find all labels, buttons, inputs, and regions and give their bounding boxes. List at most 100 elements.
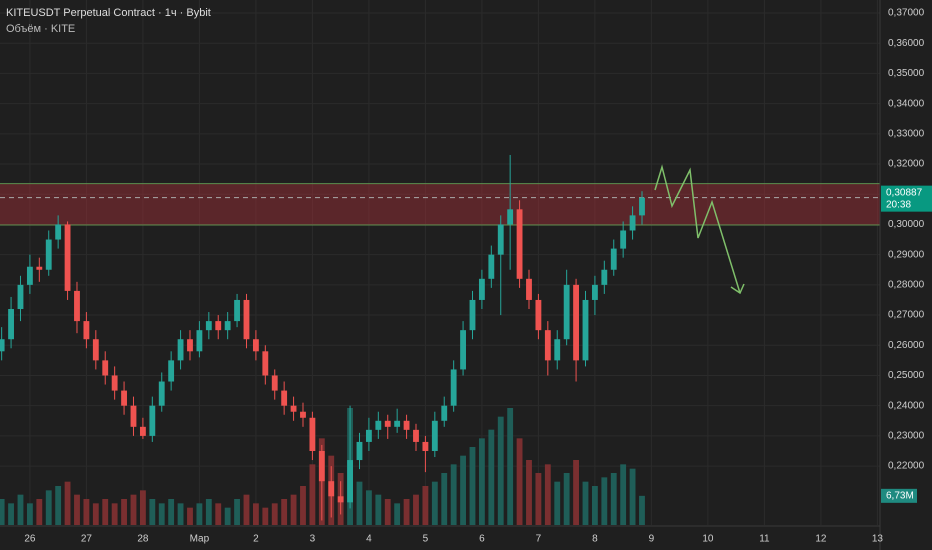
volume-bar bbox=[121, 499, 127, 525]
volume-bar bbox=[365, 490, 372, 525]
candle-body bbox=[64, 224, 71, 291]
volume-bar bbox=[45, 490, 52, 525]
volume-bar bbox=[460, 455, 466, 525]
x-tick-label: 4 bbox=[366, 534, 372, 545]
volume-bar bbox=[526, 460, 532, 525]
candle-layer bbox=[0, 154, 645, 521]
volume-bar bbox=[271, 503, 278, 525]
volume-bar bbox=[83, 499, 90, 525]
volume-bar bbox=[516, 438, 523, 525]
candle-body bbox=[337, 496, 344, 503]
volume-bar bbox=[469, 447, 476, 525]
x-tick-label: 9 bbox=[649, 534, 655, 545]
candle-body bbox=[497, 224, 504, 255]
candle-body bbox=[45, 239, 52, 270]
candle-body bbox=[516, 209, 523, 279]
candle-body bbox=[92, 339, 99, 361]
candle-body bbox=[318, 450, 325, 482]
volume-bar bbox=[262, 507, 269, 525]
candle-body bbox=[601, 269, 608, 285]
volume-bar bbox=[196, 503, 203, 525]
y-tick-label: 0,29000 bbox=[888, 249, 925, 260]
y-tick-label: 0,23000 bbox=[888, 431, 925, 442]
x-tick-label: 2 bbox=[253, 534, 259, 545]
volume-bar bbox=[243, 494, 250, 525]
candle-body bbox=[591, 284, 598, 300]
volume-bar bbox=[290, 494, 297, 525]
volume-bar bbox=[582, 481, 589, 525]
candle-body bbox=[0, 339, 5, 352]
candle-body bbox=[224, 321, 231, 331]
volume-bar bbox=[403, 499, 410, 525]
candle-body bbox=[177, 339, 184, 361]
candle-body bbox=[450, 369, 457, 406]
candle-body bbox=[365, 429, 372, 442]
candle-body bbox=[36, 266, 43, 270]
volume-bar bbox=[130, 494, 137, 525]
candle-body bbox=[309, 417, 316, 451]
volume-bar bbox=[300, 486, 306, 525]
y-tick-label: 0,28000 bbox=[888, 279, 925, 290]
candle-body bbox=[441, 405, 448, 421]
volume-bar bbox=[384, 499, 391, 525]
candle-body bbox=[111, 375, 118, 391]
candle-body bbox=[149, 405, 156, 436]
x-tick-label: 28 bbox=[137, 534, 149, 545]
candle-body bbox=[252, 339, 259, 352]
y-tick-label: 0,35000 bbox=[888, 68, 925, 79]
candle-body bbox=[196, 330, 203, 352]
x-tick-label: 6 bbox=[479, 534, 485, 545]
x-tick-label: 5 bbox=[423, 534, 429, 545]
candle-body bbox=[610, 248, 617, 270]
y-tick-label: 0,25000 bbox=[888, 370, 925, 381]
y-tick-label: 0,26000 bbox=[888, 340, 925, 351]
forecast-arrow bbox=[654, 164, 741, 294]
candle-body bbox=[55, 224, 62, 240]
volume-bar bbox=[17, 494, 24, 525]
y-tick-label: 0,33000 bbox=[888, 128, 925, 139]
candle-body bbox=[102, 360, 109, 376]
candle-body bbox=[620, 230, 627, 249]
volume-bar bbox=[639, 495, 645, 525]
volume-bar bbox=[92, 503, 99, 525]
candle-body bbox=[554, 339, 561, 361]
volume-bar bbox=[102, 499, 109, 525]
volume-bar bbox=[168, 499, 175, 525]
candle-body bbox=[300, 411, 306, 418]
last-volume-label: 6,73M bbox=[886, 490, 914, 501]
candle-body bbox=[507, 209, 514, 225]
candle-body bbox=[582, 299, 589, 361]
volume-bar bbox=[234, 499, 240, 525]
y-tick-label: 0,30000 bbox=[888, 219, 925, 230]
candle-body bbox=[563, 284, 570, 340]
candle-body bbox=[403, 420, 410, 430]
volume-bar bbox=[8, 503, 14, 525]
volume-bar bbox=[64, 481, 71, 525]
x-tick-label: 27 bbox=[81, 534, 93, 545]
y-tick-label: 0,22000 bbox=[888, 461, 925, 472]
volume-bar bbox=[544, 464, 551, 525]
volume-bar bbox=[139, 490, 146, 525]
x-tick-label: 13 bbox=[872, 534, 884, 545]
volume-bar bbox=[375, 494, 382, 525]
candle-body bbox=[83, 321, 90, 340]
candle-body bbox=[168, 360, 175, 382]
volume-bar bbox=[497, 416, 504, 525]
volume-bar bbox=[309, 464, 316, 525]
candle-body bbox=[431, 420, 438, 451]
candle-body bbox=[526, 278, 532, 300]
candle-body bbox=[469, 299, 476, 331]
candle-body bbox=[488, 254, 495, 279]
candle-body bbox=[205, 321, 212, 331]
volume-bar bbox=[55, 486, 62, 525]
y-tick-label: 0,24000 bbox=[888, 400, 925, 411]
volume-bar bbox=[431, 481, 438, 525]
candle-body bbox=[234, 299, 240, 322]
volume-bar bbox=[441, 473, 448, 525]
x-tick-label: 11 bbox=[759, 534, 770, 545]
candle-body bbox=[347, 460, 353, 503]
volume-bar bbox=[36, 499, 43, 525]
candle-body bbox=[243, 299, 250, 340]
candle-body bbox=[17, 284, 24, 310]
